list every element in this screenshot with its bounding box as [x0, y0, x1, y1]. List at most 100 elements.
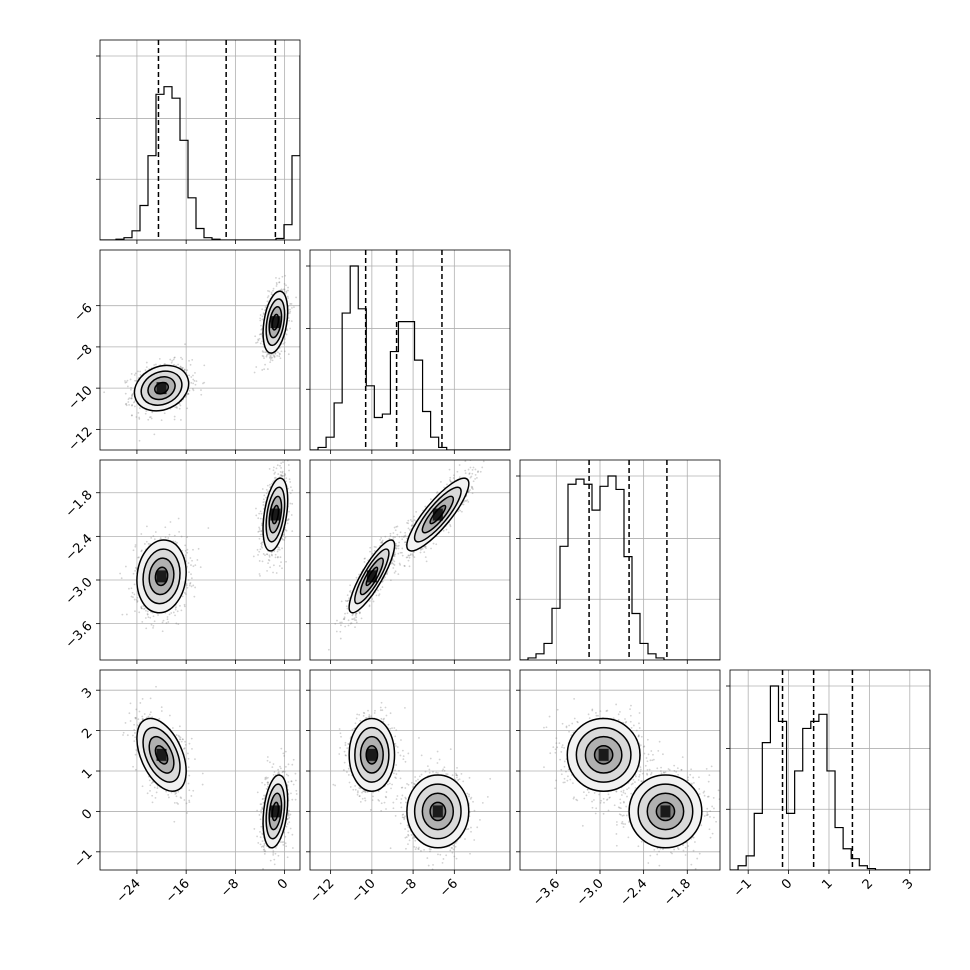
sample-point [133, 374, 136, 376]
sample-point [289, 481, 292, 483]
sample-point [273, 355, 275, 358]
sample-point [408, 529, 411, 531]
sample-point [137, 411, 140, 414]
sample-point [139, 374, 142, 376]
sample-point [266, 353, 269, 356]
sample-point [262, 351, 265, 354]
sample-point [124, 565, 127, 568]
sample-point [349, 584, 352, 587]
sample-point [127, 401, 130, 403]
sample-point [377, 589, 380, 592]
panel-content [103, 274, 297, 442]
sample-point [119, 572, 121, 575]
sample-point [289, 502, 292, 505]
sample-point [276, 464, 279, 467]
sample-point [163, 412, 166, 415]
sample-point [196, 559, 199, 561]
sample-point [138, 418, 141, 420]
sample-point [384, 576, 386, 579]
sample-point [169, 521, 172, 523]
sample-point [263, 368, 266, 371]
sample-point [369, 550, 371, 553]
sample-point [169, 358, 172, 361]
sample-point [140, 606, 143, 609]
sample-point [268, 554, 271, 557]
sample-point [283, 473, 286, 475]
sample-point [394, 544, 397, 547]
sample-point [373, 549, 376, 552]
sample-point [185, 584, 188, 587]
sample-point [435, 543, 438, 546]
sample-point [127, 398, 130, 401]
sample-point [179, 404, 182, 407]
sample-point [130, 414, 133, 417]
sample-point [178, 402, 181, 405]
panel-background [730, 670, 930, 870]
sample-point [193, 595, 196, 598]
sample-point [177, 623, 180, 626]
sample-point [194, 371, 196, 374]
panel-frame [99, 459, 301, 661]
sample-point [267, 562, 270, 565]
sample-point [284, 536, 287, 539]
sample-point [174, 540, 177, 543]
histogram-step [310, 265, 510, 450]
sample-point [188, 571, 190, 573]
sample-point [128, 397, 131, 400]
sample-point [136, 600, 139, 602]
sample-point [281, 567, 283, 570]
sample-point [363, 557, 366, 560]
sample-point [398, 535, 401, 538]
sample-point [194, 383, 197, 386]
sample-point [276, 354, 279, 357]
sample-point [401, 538, 404, 541]
x-tick-label: 2 [860, 876, 876, 892]
sample-point [207, 527, 210, 529]
sample-point [423, 551, 426, 553]
sample-point [343, 616, 346, 619]
sample-point [283, 341, 286, 344]
sample-point [469, 476, 472, 479]
sample-point [282, 538, 284, 541]
sample-point [375, 594, 378, 597]
sample-point [355, 616, 358, 619]
sample-point [348, 597, 350, 600]
sample-point [140, 533, 143, 535]
sample-point [194, 564, 197, 567]
sample-point [258, 550, 261, 553]
sample-point [137, 370, 139, 373]
sample-point [166, 616, 169, 618]
histogram-panel-2 [516, 459, 721, 664]
sample-point [131, 414, 133, 417]
sample-point [283, 474, 286, 477]
sample-point [267, 490, 269, 493]
sample-point [283, 350, 286, 353]
sample-point [150, 417, 153, 420]
sample-point [191, 358, 194, 361]
sample-point [270, 291, 273, 294]
sample-point [449, 476, 452, 479]
contour-line [140, 370, 183, 406]
sample-point [255, 514, 258, 517]
panel-background [520, 460, 720, 660]
sample-point [178, 407, 181, 410]
sample-point [285, 291, 288, 294]
sample-point [470, 485, 473, 488]
sample-point [364, 557, 366, 560]
sample-point [270, 482, 273, 485]
sample-point [260, 529, 263, 532]
panel-frame [519, 459, 721, 661]
sample-point [275, 285, 278, 287]
sample-point [259, 342, 262, 345]
sample-point [339, 637, 342, 640]
sample-point [152, 615, 155, 618]
sample-point [132, 572, 135, 575]
y-tick-label: −3.0 [63, 575, 96, 608]
sample-point [286, 450, 288, 452]
sample-point [153, 433, 156, 436]
sample-point [386, 573, 389, 575]
sample-point [267, 558, 270, 561]
panel-background [310, 460, 510, 660]
sample-point [388, 537, 391, 540]
sample-point [203, 381, 206, 384]
